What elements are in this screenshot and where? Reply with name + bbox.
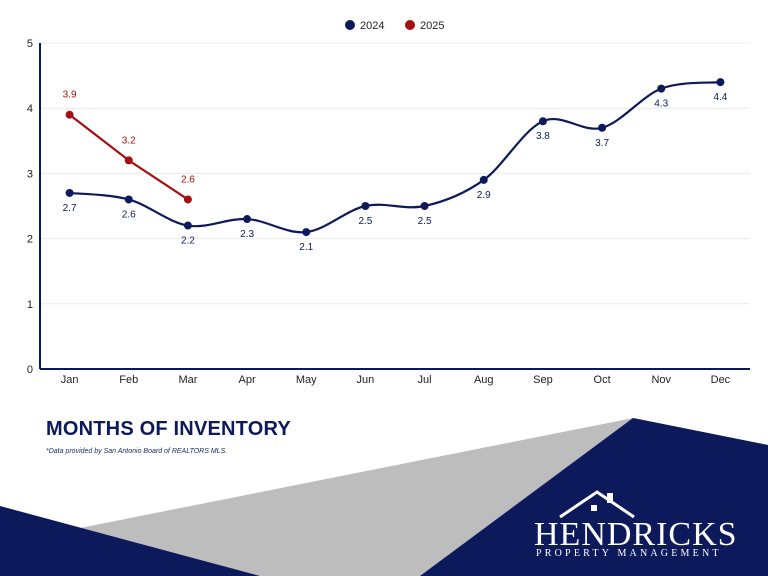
data-label-2024: 2.3: [240, 229, 254, 240]
legend-label-2025: 2025: [420, 20, 444, 32]
x-tick-label: Jul: [418, 374, 432, 386]
data-point-2024: [420, 202, 429, 210]
y-tick-label: 0: [27, 364, 33, 376]
house-roof-icon: [559, 490, 635, 519]
legend-label-2024: 2024: [360, 20, 384, 32]
data-label-2024: 4.3: [654, 99, 668, 110]
x-tick-label: Nov: [651, 374, 671, 386]
y-tick-label: 1: [27, 299, 33, 311]
x-tick-label: May: [296, 374, 317, 386]
x-tick-label: Aug: [474, 374, 494, 386]
x-tick-label: Jan: [61, 374, 79, 386]
data-label-2024: 2.1: [299, 242, 313, 253]
data-label-2024: 2.2: [181, 236, 195, 247]
data-point-2024: [65, 188, 74, 197]
data-label-2024: 2.5: [418, 216, 432, 227]
y-tick-label: 5: [27, 38, 33, 50]
data-point-2024: [657, 84, 666, 93]
data-point-2024: [479, 175, 488, 184]
data-point-2025: [65, 110, 74, 119]
data-label-2024: 2.6: [122, 209, 136, 220]
data-label-2024: 2.9: [477, 190, 491, 201]
x-tick-label: Apr: [239, 374, 256, 386]
x-tick-label: Sep: [533, 374, 553, 386]
data-point-2025: [124, 156, 133, 165]
data-point-2024: [361, 202, 370, 210]
line-chart: 0 1 2 3 4 5 Jan Feb Mar Apr May Jun Jul Aug Sep Oct Nov D…: [27, 20, 750, 386]
data-label-2024: 3.8: [536, 131, 550, 142]
navy-panel: [420, 418, 768, 576]
series-line-2024: [69, 81, 721, 234]
y-tick-label: 3: [27, 168, 33, 180]
logo: HENDRICKS PROPERTY MANAGEMENT: [534, 490, 738, 559]
data-label-2024: 2.5: [358, 216, 372, 227]
data-point-2024: [302, 228, 311, 237]
data-point-2024: [716, 78, 725, 87]
data-point-2025: [183, 195, 192, 204]
data-point-2024: [598, 123, 607, 132]
x-tick-label: Jun: [357, 374, 375, 386]
data-source-note: *Data provided by San Antonio Board of R…: [46, 448, 228, 455]
chart-title: MONTHS OF INVENTORY: [46, 418, 291, 440]
y-tick-label: 4: [27, 103, 33, 115]
data-point-2024: [538, 117, 547, 126]
x-tick-label: Oct: [594, 374, 611, 386]
data-label-2025: 3.9: [63, 90, 77, 101]
data-label-2024: 4.4: [713, 92, 727, 103]
logo-subtitle: PROPERTY MANAGEMENT: [536, 548, 722, 559]
data-point-2024: [183, 221, 192, 230]
x-tick-label: Mar: [178, 374, 197, 386]
logo-name: HENDRICKS: [534, 516, 738, 553]
data-label-2024: 2.7: [63, 203, 77, 214]
data-point-2024: [243, 215, 252, 224]
data-label-2025: 2.6: [181, 174, 195, 185]
y-tick-label: 2: [27, 234, 33, 246]
x-tick-label: Dec: [711, 374, 731, 386]
data-label-2024: 3.7: [595, 138, 609, 149]
x-tick-label: Feb: [119, 374, 138, 386]
legend-marker-2024: [345, 20, 355, 30]
navy-corner: [0, 506, 260, 576]
data-label-2025: 3.2: [122, 135, 136, 146]
data-point-2024: [124, 195, 133, 204]
legend-marker-2025: [405, 20, 415, 30]
